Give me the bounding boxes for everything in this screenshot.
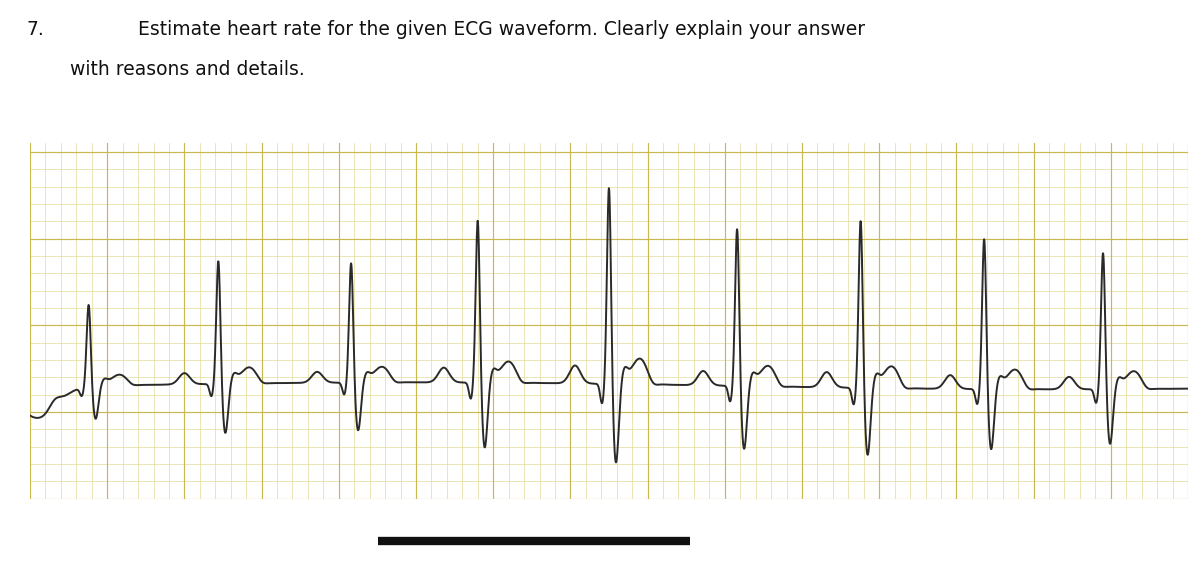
Text: 7.: 7.	[26, 20, 44, 39]
Text: Estimate heart rate for the given ECG waveform. Clearly explain your answer: Estimate heart rate for the given ECG wa…	[138, 20, 865, 39]
Text: with reasons and details.: with reasons and details.	[70, 60, 305, 79]
